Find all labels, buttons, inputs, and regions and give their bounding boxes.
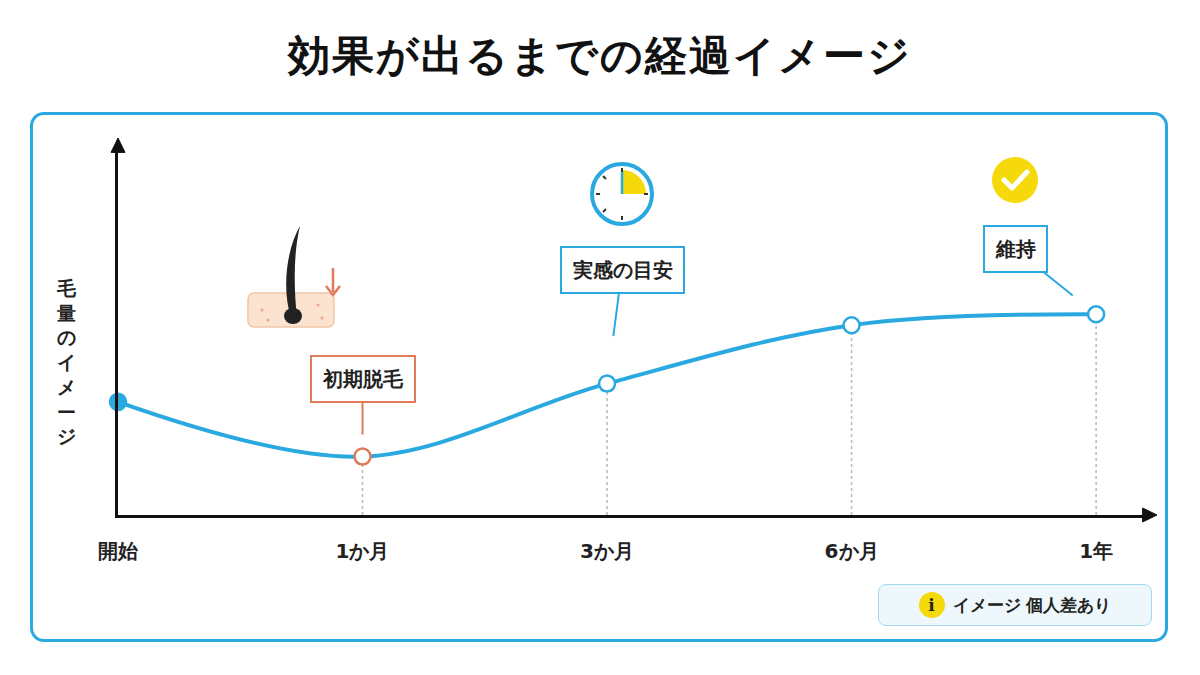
html-text:イメージ 個人差あり: イメージ 個人差あり xyxy=(952,594,1112,615)
html-text:効果が出るまでの経過イメージ: 効果が出るまでの経過イメージ xyxy=(288,31,912,80)
svg-text:開始: 開始 xyxy=(98,539,139,563)
svg-text:実感の目安: 実感の目安 xyxy=(572,258,673,282)
svg-text:毛量のイメージ: 毛量のイメージ xyxy=(56,277,77,447)
html-text:i: i xyxy=(928,595,935,615)
svg-text:1か月: 1か月 xyxy=(336,539,390,563)
svg-text:6か月: 6か月 xyxy=(825,539,879,563)
svg-text:3か月: 3か月 xyxy=(580,539,634,563)
svg-text:維持: 維持 xyxy=(995,237,1036,261)
svg-text:1年: 1年 xyxy=(1079,539,1113,563)
svg-text:初期脱毛: 初期脱毛 xyxy=(322,367,404,391)
